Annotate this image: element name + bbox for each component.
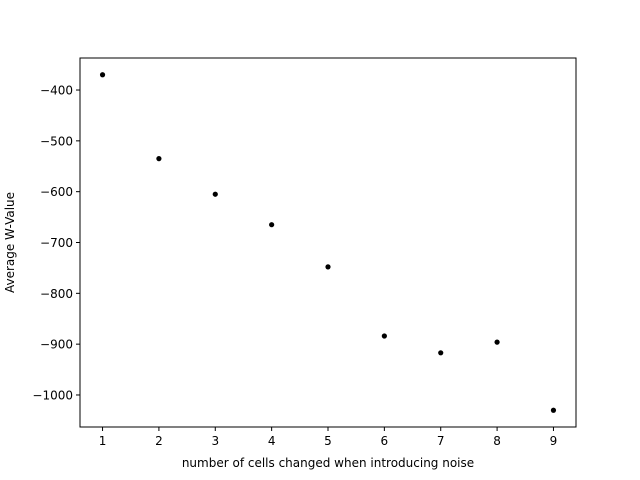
data-point (381, 333, 387, 339)
x-tick-label: 8 (493, 434, 501, 448)
y-tick-label: −700 (40, 236, 73, 250)
data-point (99, 72, 106, 78)
data-point (269, 222, 275, 228)
x-axis-label: number of cells changed when introducing… (182, 456, 474, 470)
data-point (438, 350, 444, 356)
x-tick-label: 7 (437, 434, 445, 448)
y-axis-label: Average W-Value (3, 192, 17, 293)
y-tick-label: −1000 (32, 388, 73, 402)
x-tick-label: 2 (155, 434, 163, 448)
x-tick-label: 5 (324, 434, 332, 448)
plot-frame (79, 57, 577, 428)
x-tick-label: 1 (99, 434, 107, 448)
data-point (550, 407, 557, 413)
data-point (494, 339, 500, 345)
y-tick-label: −600 (40, 185, 73, 199)
y-tick-label: −800 (40, 287, 73, 301)
y-tick-label: −900 (40, 338, 73, 352)
data-point (325, 264, 331, 270)
x-axis: 1 2 3 4 5 6 7 8 9 (99, 427, 558, 448)
y-axis: −400 −500 −600 −700 −800 −900 −1000 (32, 84, 80, 402)
data-point (212, 191, 218, 197)
y-tick-label: −500 (40, 134, 73, 148)
x-tick-label: 3 (211, 434, 219, 448)
y-tick-label: −400 (40, 84, 73, 98)
data-point (156, 156, 162, 162)
x-tick-label: 6 (381, 434, 389, 448)
x-tick-label: 9 (550, 434, 558, 448)
data-points (99, 72, 557, 413)
x-tick-label: 4 (268, 434, 276, 448)
